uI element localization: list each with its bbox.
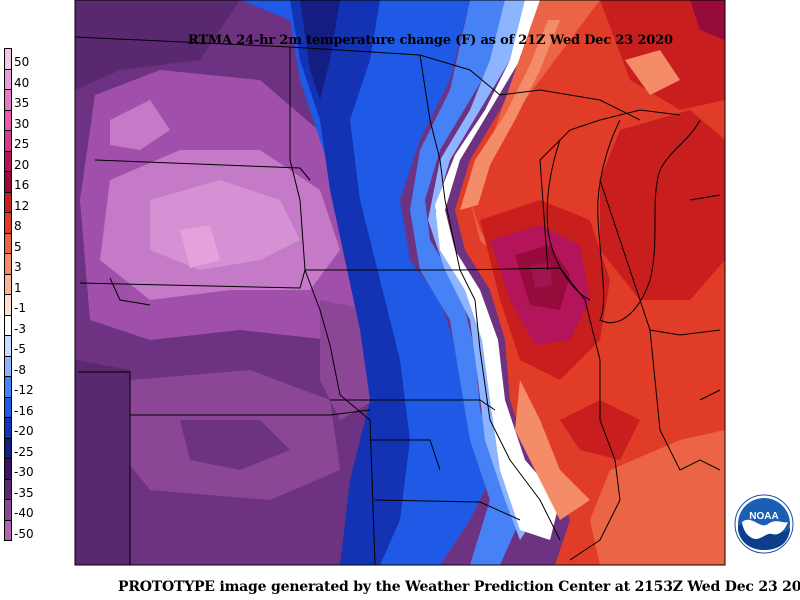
legend-label: -12: [14, 383, 34, 397]
legend-swatch: [4, 212, 12, 234]
legend-swatch: [4, 519, 12, 541]
map-field: [75, 0, 725, 565]
legend-swatch: [4, 376, 12, 398]
legend-swatch: [4, 437, 12, 459]
legend-swatch: [4, 48, 12, 70]
legend-swatch: [4, 150, 12, 172]
legend-swatch: [4, 109, 12, 131]
legend-label: 12: [14, 198, 30, 213]
legend-swatch: [4, 335, 12, 357]
footer-credit: PROTOTYPE image generated by the Weather…: [118, 579, 800, 595]
legend-label: 8: [14, 219, 22, 233]
legend-label: -40: [14, 506, 34, 520]
legend-label: 30: [14, 116, 30, 131]
legend-label: 40: [14, 75, 30, 90]
legend-label: -35: [14, 485, 34, 500]
legend-swatch: [4, 89, 12, 111]
legend-label: -1: [14, 301, 26, 315]
legend-swatch: [4, 294, 12, 316]
legend-label: 5: [14, 239, 22, 254]
legend-label: 20: [14, 157, 30, 172]
noaa-logo: NOAA: [734, 494, 794, 554]
legend-swatch: [4, 253, 12, 275]
logo-text: NOAA: [749, 511, 778, 522]
legend-label: 1: [14, 280, 22, 295]
legend-swatch: [4, 355, 12, 377]
legend-swatch: [4, 396, 12, 418]
legend-swatch: [4, 499, 12, 521]
state-boundaries: [74, 36, 721, 566]
legend-label: -25: [14, 444, 34, 459]
legend-label: -8: [14, 362, 26, 377]
legend-swatch: [4, 130, 12, 152]
legend-label: -16: [14, 403, 34, 418]
legend-label: 50: [14, 55, 30, 69]
legend-label: 3: [14, 260, 22, 274]
map-title: RTMA 24-hr 2m temperature change (F) as …: [188, 33, 673, 48]
legend-swatch: [4, 191, 12, 213]
legend-swatch: [4, 314, 12, 336]
legend-label: -5: [14, 342, 26, 356]
legend-swatch: [4, 478, 12, 500]
legend-label: 35: [14, 96, 30, 110]
legend-swatch: [4, 458, 12, 480]
legend-label: -3: [14, 321, 26, 336]
legend-swatch: [4, 171, 12, 193]
map-frame: [74, 0, 726, 566]
legend-label: -50: [14, 526, 34, 541]
legend-label: 16: [14, 178, 30, 192]
legend-label: -20: [14, 424, 34, 438]
legend-swatch: [4, 68, 12, 90]
legend-swatch: [4, 273, 12, 295]
legend-label: 25: [14, 137, 30, 151]
legend-swatch: [4, 417, 12, 439]
legend-swatch: [4, 232, 12, 254]
legend-label: -30: [14, 465, 34, 479]
